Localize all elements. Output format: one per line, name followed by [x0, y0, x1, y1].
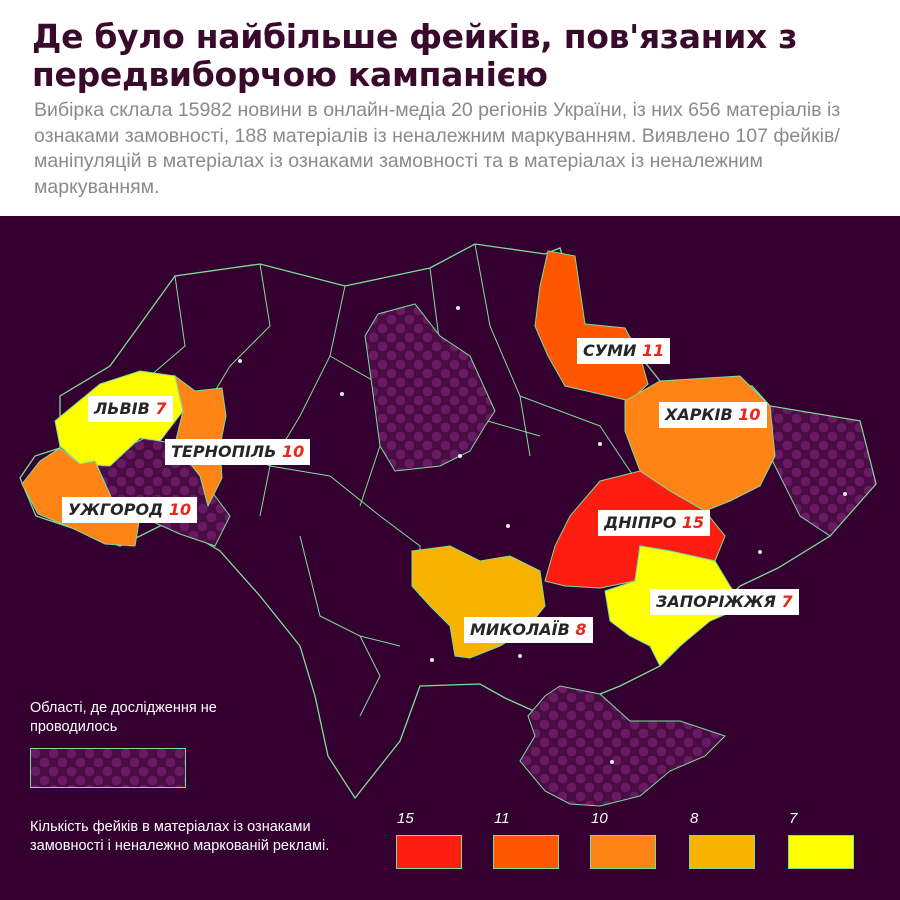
region-label-ternopil: ТЕРНОПІЛЬ 10: [165, 439, 311, 465]
region-label-mykolaiv: МИКОЛАЇВ 8: [464, 617, 593, 643]
header: Де було найбільше фейків, пов'язаних з п…: [0, 0, 900, 216]
scale-label-15: 15: [397, 810, 414, 827]
scale-label-10: 10: [591, 810, 608, 827]
scale-label-8: 8: [690, 810, 699, 827]
scale-swatch-10: [590, 835, 656, 869]
region-label-dnipro: ДНІПРО 15: [598, 510, 711, 536]
scale-swatch-11: [493, 835, 559, 869]
region-label-zaporizhzhia: ЗАПОРІЖЖЯ 7: [650, 589, 799, 615]
scale-label-11: 11: [494, 810, 510, 827]
region-label-sumy: СУМИ 11: [577, 338, 671, 364]
map-area: ЛЬВІВ 7 ТЕРНОПІЛЬ 10 УЖГОРОД 10 СУМИ 11 …: [0, 216, 900, 900]
region-label-lviv: ЛЬВІВ 7: [88, 396, 173, 422]
legend-pattern-svg: [31, 749, 185, 787]
city-dots: [238, 306, 847, 764]
region-label-kharkiv: ХАРКІВ 10: [659, 402, 767, 428]
region-kyiv: [364, 303, 496, 472]
legend-not-studied-label: Області, де дослідження не проводилось: [30, 700, 217, 735]
legend-scale-title: Кількість фейків в матеріалах із ознакам…: [30, 819, 330, 854]
scale-label-7: 7: [789, 810, 798, 827]
scale-swatch-15: [396, 835, 462, 869]
region-label-uzhhorod: УЖГОРОД 10: [62, 497, 198, 523]
page-subtitle: Вибірка склала 15982 новини в онлайн-мед…: [34, 99, 841, 198]
scale-swatch-8: [689, 835, 755, 869]
scale-swatch-7: [788, 835, 854, 869]
legend-not-studied-swatch: [30, 748, 186, 788]
region-crimea: [519, 685, 726, 807]
page-title: Де було найбільше фейків, пов'язаних з п…: [32, 17, 798, 94]
ukraine-map: [19, 243, 877, 807]
